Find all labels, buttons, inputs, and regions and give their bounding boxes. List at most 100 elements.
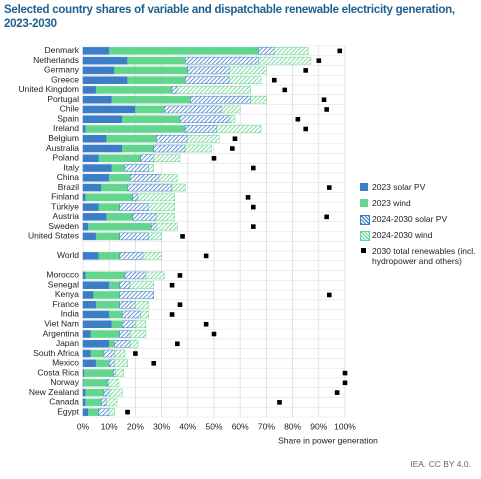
bar-segment: [82, 398, 86, 407]
bar-segment: [153, 154, 181, 163]
bar-segment: [90, 349, 105, 358]
y-tick-label: Austria: [53, 211, 80, 221]
bar-segment: [82, 340, 110, 348]
bar-segment: [127, 76, 186, 84]
bar-segment: [119, 291, 154, 299]
bar-segment: [221, 105, 241, 114]
y-tick-label: Spain: [57, 113, 79, 123]
x-tick-label: 100%: [334, 421, 356, 431]
bar-segment: [229, 76, 262, 84]
total-marker: [177, 273, 183, 278]
total-marker: [230, 146, 235, 151]
y-tick-label: Ireland: [53, 123, 79, 133]
total-marker: [342, 370, 348, 376]
total-marker: [295, 116, 301, 122]
bar-segment: [119, 232, 149, 241]
bar-segment: [82, 47, 110, 55]
total-marker: [169, 282, 175, 288]
bar-segment: [132, 213, 157, 221]
bar-segment: [122, 310, 141, 319]
x-tick-label: 30%: [153, 421, 170, 431]
total-marker: [180, 234, 185, 239]
bar-segment: [179, 115, 230, 123]
total-marker: [324, 107, 329, 112]
y-tick-label: India: [61, 309, 80, 319]
bar-segment: [82, 115, 123, 123]
bar-segment: [82, 359, 97, 368]
bar-segment: [135, 320, 147, 329]
y-tick-label: Belgium: [48, 133, 79, 143]
bar-segment: [82, 203, 99, 211]
bar-segment: [106, 134, 157, 143]
total-marker: [277, 400, 282, 405]
bar-segment: [85, 271, 126, 280]
bar-segment: [85, 193, 134, 202]
bar-segment: [82, 76, 128, 84]
x-tick-label: 0%: [77, 421, 90, 431]
y-tick-label: Australia: [46, 143, 79, 153]
legend-swatch: [360, 231, 370, 241]
source: IEA. CC BY 4.0.: [410, 459, 471, 469]
y-tick-label: United Kingdom: [19, 84, 79, 94]
bar-segment: [229, 115, 236, 123]
y-tick-label: Greece: [51, 74, 79, 84]
bar-segment: [95, 300, 120, 309]
bar-segment: [82, 300, 97, 309]
bar-segment: [82, 134, 107, 143]
total-marker: [334, 390, 340, 395]
legend-item: 2023 solar PV: [360, 182, 478, 192]
legend-label: 2023 solar PV: [372, 182, 426, 192]
x-tick-label: 70%: [258, 421, 275, 431]
total-marker: [203, 253, 209, 259]
bar-segment: [216, 125, 262, 133]
legend-item: 2030 total renewables (incl. hydropower …: [360, 246, 478, 266]
bar-segment: [82, 174, 110, 182]
bar-segment: [108, 174, 131, 182]
bar-segment: [135, 300, 149, 309]
bar-segment: [124, 271, 147, 280]
bar-segment: [82, 86, 97, 94]
bar-segment: [229, 66, 267, 75]
bar-segment: [274, 47, 309, 55]
bar-segment: [148, 232, 162, 241]
y-tick-label: United States: [28, 231, 79, 241]
bar-segment: [108, 310, 123, 319]
bar-segment: [171, 183, 186, 192]
y-tick-label: Brazil: [58, 182, 79, 192]
bar-segment: [108, 47, 259, 55]
bar-segment: [132, 193, 139, 202]
bar-segment: [108, 281, 120, 289]
y-tick-label: Finland: [51, 192, 79, 202]
bar-segment: [85, 125, 186, 133]
bar-segment: [114, 349, 126, 358]
bar-segment: [82, 105, 136, 114]
bar-segment: [82, 408, 89, 416]
y-tick-label: China: [57, 172, 79, 182]
bar-segment: [184, 76, 230, 84]
y-tick-label: Argentina: [43, 328, 80, 338]
bar-segment: [90, 330, 120, 338]
total-marker: [337, 48, 343, 54]
y-tick-label: France: [53, 299, 80, 309]
bar-segment: [82, 183, 102, 192]
bar-segment: [119, 203, 149, 211]
total-marker: [282, 87, 288, 93]
bar-segment: [122, 144, 154, 153]
total-marker: [326, 292, 332, 298]
x-tick-label: 50%: [205, 421, 222, 431]
bar-segment: [82, 125, 86, 133]
bar-segment: [129, 340, 139, 348]
bar-segment: [82, 232, 97, 241]
bar-segment: [137, 193, 175, 202]
bar-segment: [140, 310, 149, 319]
bar-segment: [190, 95, 251, 104]
bar-segment: [177, 86, 251, 94]
bar-segment: [103, 349, 115, 358]
bar-segment: [108, 379, 120, 387]
bar-segment: [84, 369, 114, 377]
y-tick-label: Italy: [63, 162, 79, 172]
legend-item: 2024-2030 wind: [360, 230, 478, 241]
total-marker: [342, 380, 348, 386]
bar-segment: [82, 164, 113, 172]
bar-segment: [106, 398, 118, 407]
